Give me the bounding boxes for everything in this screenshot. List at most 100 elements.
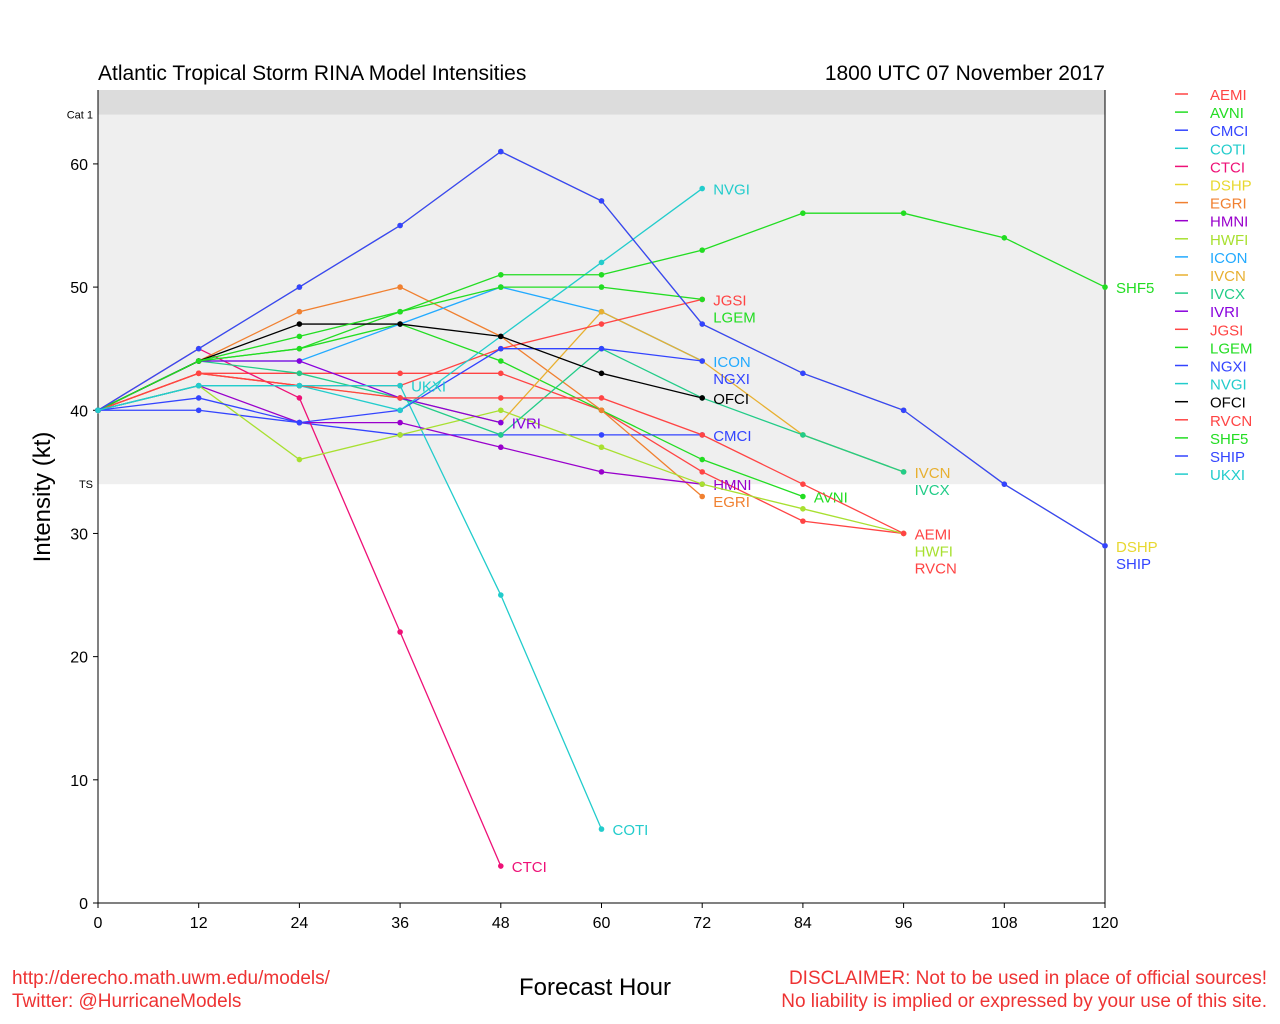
series-end-label: NGXI: [713, 371, 750, 388]
series-end-label: LGEM: [713, 309, 756, 326]
series-ukxi: UKXI: [95, 379, 446, 414]
data-point: [498, 444, 504, 451]
data-point: [296, 419, 303, 426]
legend-label: CTCI: [1210, 159, 1245, 176]
data-point: [699, 358, 705, 364]
data-point: [498, 358, 504, 364]
data-point: [598, 271, 605, 278]
data-point: [1001, 235, 1008, 241]
band-label: Cat 1: [67, 110, 93, 122]
footer-twitter: Twitter: @HurricaneModels: [12, 991, 241, 1012]
series-ship: SHIP: [95, 148, 1151, 573]
data-point: [498, 432, 504, 438]
legend-item-ctci: CTCI: [1175, 159, 1245, 176]
legend-label: LGEM: [1210, 340, 1253, 357]
legend-item-avni: AVNI: [1175, 105, 1244, 122]
data-point: [397, 382, 403, 389]
data-point: [900, 210, 907, 216]
data-point: [1001, 481, 1008, 487]
data-point: [598, 432, 605, 438]
legend-label: IVCX: [1210, 286, 1245, 303]
y-tick-label: 0: [79, 896, 88, 913]
legend-label: NVGI: [1210, 377, 1247, 394]
series-end-label: DSHP: [1116, 539, 1158, 556]
series-end-label: HWFI: [915, 543, 953, 560]
data-point: [397, 370, 403, 377]
series-end-label: OFCI: [713, 391, 749, 408]
data-point: [397, 321, 403, 327]
legend-label: IVRI: [1210, 304, 1239, 321]
series-end-label: COTI: [613, 822, 649, 839]
series-end-label: CMCI: [713, 428, 751, 445]
data-point: [800, 481, 806, 487]
data-point: [296, 284, 303, 290]
y-tick-label: 40: [70, 403, 88, 420]
band-ts: [98, 114, 1105, 485]
data-point: [1102, 542, 1108, 549]
legend-label: ICON: [1210, 250, 1248, 267]
y-tick-label: 50: [70, 280, 88, 297]
data-point: [498, 407, 504, 414]
data-point: [397, 629, 403, 635]
data-point: [498, 345, 504, 352]
data-point: [296, 308, 303, 315]
band-cat-1: [98, 90, 1105, 115]
footer-url[interactable]: http://derecho.math.uwm.edu/models/: [12, 968, 331, 989]
series-end-label: JGSI: [713, 292, 746, 309]
x-tick-label: 36: [391, 915, 409, 932]
data-point: [195, 407, 202, 414]
data-point: [1102, 284, 1108, 290]
data-point: [598, 395, 605, 401]
legend-item-dshp: DSHP: [1175, 178, 1252, 195]
legend-label: RVCN: [1210, 413, 1252, 430]
data-point: [397, 395, 403, 401]
data-point: [699, 456, 705, 463]
series-shf5: SHF5: [95, 210, 1154, 414]
data-point: [498, 333, 504, 340]
legend-label: CMCI: [1210, 123, 1248, 140]
legend-item-coti: COTI: [1175, 141, 1246, 158]
data-point: [800, 506, 806, 512]
chart-title: Atlantic Tropical Storm RINA Model Inten…: [98, 62, 526, 85]
data-point: [900, 530, 907, 537]
data-point: [598, 444, 605, 451]
data-point: [699, 395, 705, 401]
data-point: [498, 863, 504, 869]
legend-item-rvcn: RVCN: [1175, 413, 1252, 430]
data-point: [397, 407, 403, 414]
data-point: [900, 469, 907, 475]
data-point: [900, 407, 907, 414]
y-axis-label: Intensity (kt): [29, 432, 56, 563]
legend-label: IVCN: [1210, 268, 1246, 285]
legend-label: JGSI: [1210, 322, 1243, 339]
legend-item-ofci: OFCI: [1175, 395, 1246, 412]
data-point: [598, 284, 605, 290]
data-point: [699, 469, 705, 475]
data-point: [296, 456, 303, 463]
legend-label: HWFI: [1210, 232, 1248, 249]
data-point: [195, 345, 202, 352]
data-point: [397, 419, 403, 426]
data-point: [699, 296, 705, 303]
data-point: [296, 345, 303, 352]
x-tick-label: 120: [1092, 915, 1119, 932]
series-rvcn: RVCN: [95, 370, 957, 577]
series-end-label: EGRI: [713, 494, 750, 511]
series-end-label: ICON: [713, 354, 751, 371]
x-tick-label: 12: [190, 915, 208, 932]
data-point: [498, 419, 504, 426]
data-point: [498, 284, 504, 290]
series-end-label: HMNI: [713, 477, 751, 494]
data-point: [498, 395, 504, 401]
legend-item-ngxi: NGXI: [1175, 359, 1247, 376]
legend-label: OFCI: [1210, 395, 1246, 412]
series-end-label: IVCX: [915, 482, 950, 499]
data-point: [195, 358, 202, 364]
data-point: [296, 395, 303, 401]
legend-label: EGRI: [1210, 196, 1247, 213]
data-point: [397, 284, 403, 290]
series-end-label: IVCN: [915, 465, 951, 482]
legend-item-ivri: IVRI: [1175, 304, 1239, 321]
legend-item-shf5: SHF5: [1175, 431, 1248, 448]
data-point: [598, 826, 605, 832]
